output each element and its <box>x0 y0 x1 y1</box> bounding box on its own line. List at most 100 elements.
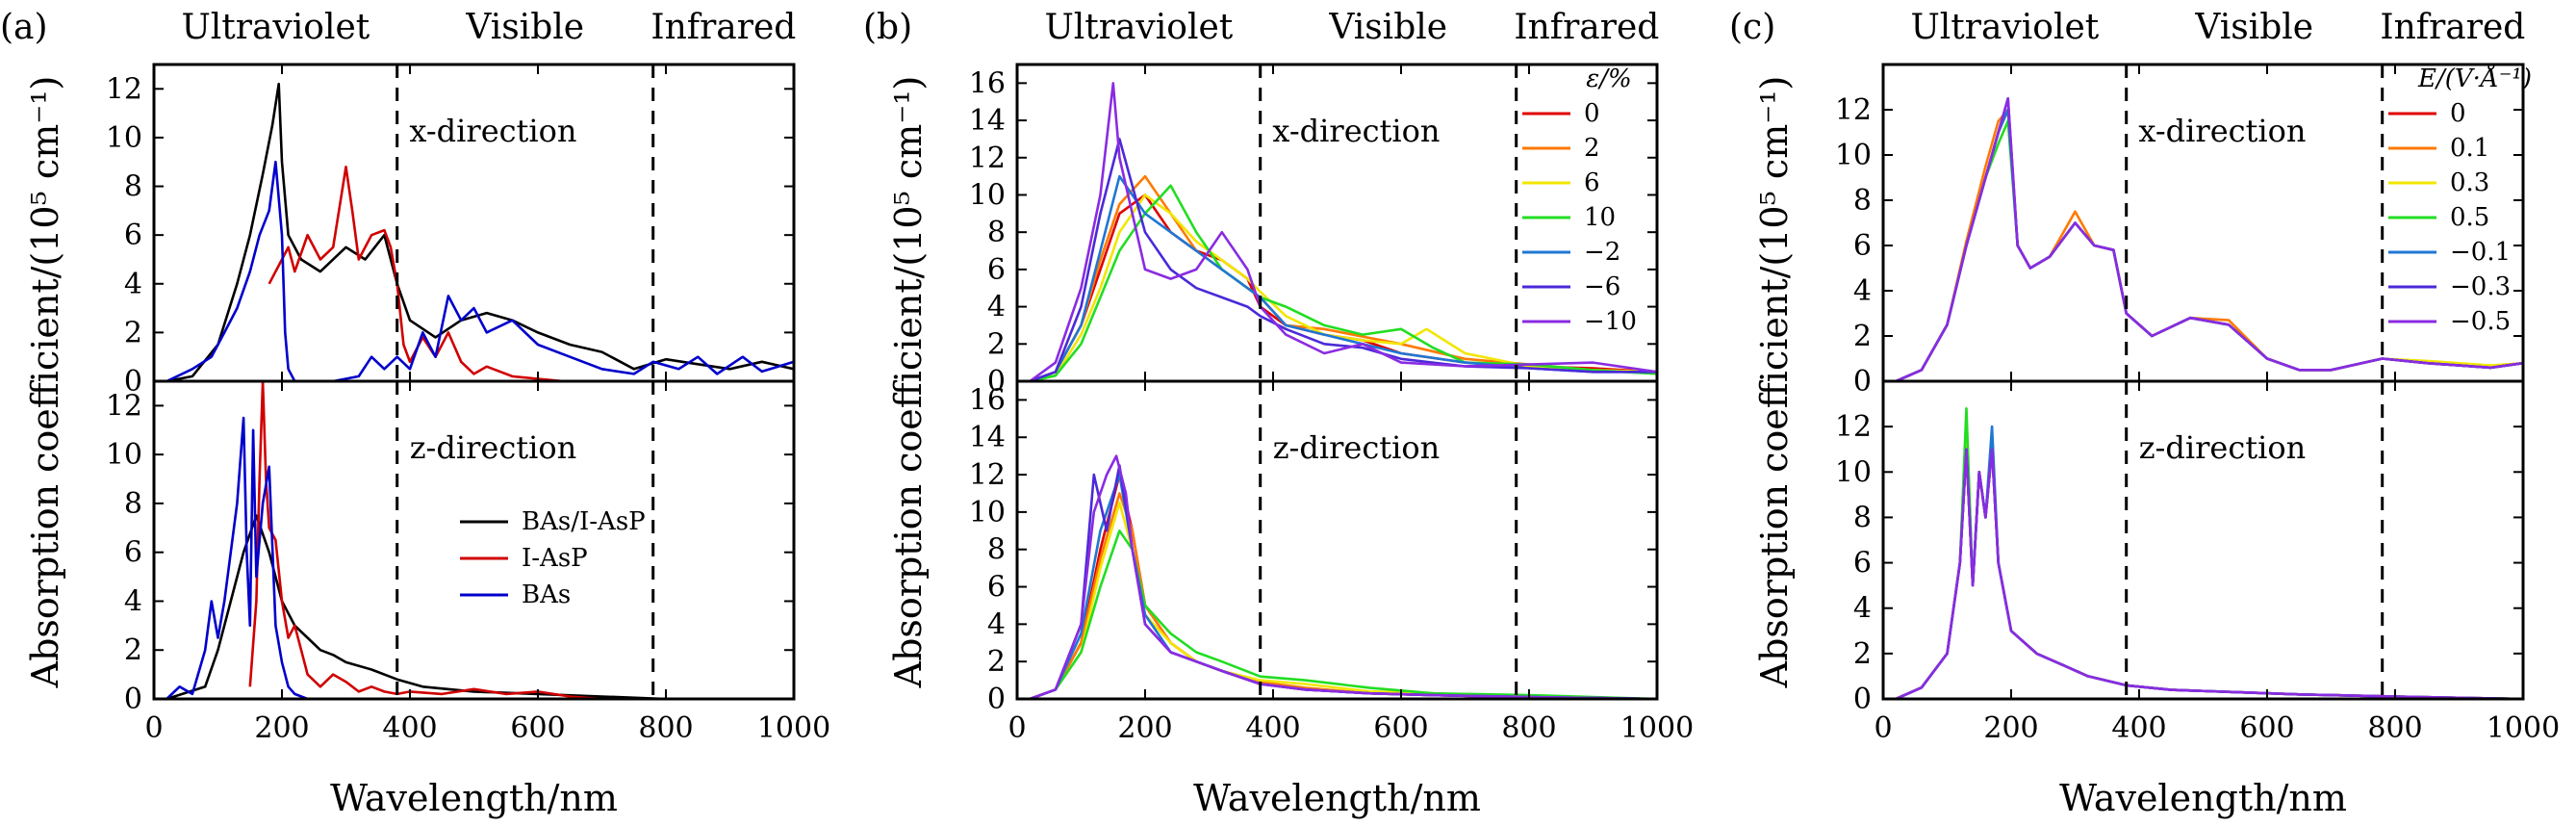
y-tick-label: 8 <box>987 533 1006 567</box>
legend-label: 0.5 <box>2450 203 2489 232</box>
legend-label: 0.1 <box>2450 134 2489 163</box>
legend-label: −0.1 <box>2450 238 2511 267</box>
legend-label: −10 <box>1584 307 1637 336</box>
series-line-BAs <box>166 416 794 699</box>
series-line-BAs/I-AsP <box>166 82 794 381</box>
y-tick-label: 12 <box>106 389 142 423</box>
y-tick-label: 12 <box>106 72 142 106</box>
region-label-visible: Visible <box>465 8 584 47</box>
y-tick-label: 6 <box>987 253 1006 287</box>
y-tick-label: 8 <box>1853 501 1872 534</box>
series-line-6 <box>1029 501 1657 699</box>
y-tick-label: 12 <box>969 142 1006 175</box>
legend-label: BAs <box>522 581 571 609</box>
region-label-infrared: Infrared <box>1514 8 1659 47</box>
y-axis-title: Absorption coefficient/(10⁵ cm⁻¹) <box>24 76 66 689</box>
y-tick-label: 2 <box>1853 637 1872 671</box>
x-tick-label: 0 <box>1874 711 1892 745</box>
panel-label: (b) <box>863 8 912 47</box>
y-tick-label: 0 <box>1853 365 1872 399</box>
series-line-−6 <box>1029 464 1657 699</box>
y-tick-label: 2 <box>1853 320 1872 353</box>
panel-1: (a) Ultraviolet Visible Infrared 0 2 4 6 8 10 12 x-… <box>0 8 830 819</box>
x-tick-label: 200 <box>1117 711 1172 745</box>
subplot-z-direction: 0 2 46 8 10 12 14 16 z-direction <box>969 379 1659 716</box>
panel-label: (a) <box>0 8 48 47</box>
y-axis-title: Absorption coefficient/(10⁵ cm⁻¹) <box>1753 76 1796 689</box>
y-tick-label: 2 <box>124 633 142 667</box>
x-tick-label: 600 <box>2239 711 2294 745</box>
panel-2: (b) Ultraviolet Visible Infrared02468101214… <box>863 8 1694 819</box>
legend-label: 10 <box>1584 203 1616 232</box>
x-tick-label: 200 <box>254 711 309 745</box>
y-tick-label: 4 <box>987 291 1006 324</box>
subplot-x-direction: 0 2 4 6 8 10 12 x-direction <box>106 63 796 399</box>
y-tick-label: 4 <box>124 584 142 618</box>
x-tick-label: 1000 <box>757 711 830 745</box>
series-line-I-AsP <box>268 166 564 381</box>
region-label-ultraviolet: Ultraviolet <box>181 8 370 47</box>
x-axis-title: Wavelength/nm <box>2059 777 2347 819</box>
y-tick-label: 10 <box>1835 139 1872 172</box>
y-tick-label: 12 <box>969 458 1006 492</box>
legend-label: −0.3 <box>2450 272 2511 301</box>
y-tick-label: 4 <box>1853 592 1872 626</box>
legend-label: −0.5 <box>2450 307 2511 336</box>
y-tick-label: 0 <box>124 365 142 399</box>
legend-label: BAs/I-AsP <box>522 507 646 536</box>
region-label-ultraviolet: Ultraviolet <box>1044 8 1233 47</box>
x-tick-label: 400 <box>2111 711 2166 745</box>
y-tick-label: 8 <box>124 170 142 204</box>
legend-label: I-AsP <box>522 544 588 573</box>
y-tick-label: 10 <box>106 438 142 472</box>
y-tick-label: 4 <box>1853 274 1872 308</box>
direction-label: x-direction <box>2138 113 2306 149</box>
series-line-BAs <box>166 160 794 381</box>
subplot-frame <box>1015 379 1659 701</box>
x-tick-label: 400 <box>382 711 437 745</box>
legend: E/(V·Å⁻¹) 0 0.1 0.3 0.5 −0.1 −0.3 −0.5 <box>2388 63 2532 336</box>
y-tick-label: 0 <box>987 683 1006 716</box>
y-tick-label: 4 <box>124 268 142 301</box>
y-tick-label: 6 <box>987 571 1006 605</box>
y-tick-label: 2 <box>987 327 1006 361</box>
y-tick-label: 10 <box>106 121 142 155</box>
subplot-z-direction: 0 2 4 6 8 10 12 z-direction <box>1835 379 2525 716</box>
series-line-−0.3 <box>1895 448 2523 699</box>
series-line-−10 <box>1029 82 1657 381</box>
series-line-10 <box>1029 529 1657 699</box>
region-label-infrared: Infrared <box>650 8 796 47</box>
y-tick-label: 12 <box>1835 93 1872 127</box>
series-line-−0.5 <box>1895 97 2523 381</box>
y-tick-label: 8 <box>1853 184 1872 218</box>
y-tick-label: 0 <box>1853 683 1872 716</box>
subplot-frame <box>1881 379 2525 701</box>
y-tick-label: 2 <box>987 645 1006 679</box>
legend: BAs/I-AsP I-AsP BAs <box>460 507 646 609</box>
series-line-−2 <box>1029 174 1657 381</box>
y-tick-label: 6 <box>124 536 142 570</box>
y-tick-label: 0 <box>987 365 1006 399</box>
series-line-0.1 <box>1895 448 2523 699</box>
direction-label: z-direction <box>2139 429 2307 466</box>
direction-label: x-direction <box>1272 113 1440 149</box>
x-tick-label: 1000 <box>1620 711 1694 745</box>
region-label-visible: Visible <box>2194 8 2313 47</box>
region-label-ultraviolet: Ultraviolet <box>1910 8 2099 47</box>
x-tick-label: 400 <box>1245 711 1300 745</box>
series-line-BAs/I-AsP <box>166 514 794 699</box>
y-tick-label: 8 <box>987 216 1006 249</box>
y-tick-label: 6 <box>1853 229 1872 263</box>
series-line-10 <box>1030 184 1657 381</box>
x-tick-label: 600 <box>510 711 565 745</box>
direction-label: z-direction <box>410 429 577 466</box>
y-tick-label: 10 <box>1835 455 1872 489</box>
subplot-z-direction: 0 2 4 6 8 10 12 z-direction <box>106 379 796 716</box>
panel-label: (c) <box>1729 8 1775 47</box>
x-tick-label: 0 <box>144 711 163 745</box>
y-tick-label: 14 <box>969 421 1006 454</box>
direction-label: x-direction <box>409 113 576 149</box>
region-label-visible: Visible <box>1328 8 1447 47</box>
